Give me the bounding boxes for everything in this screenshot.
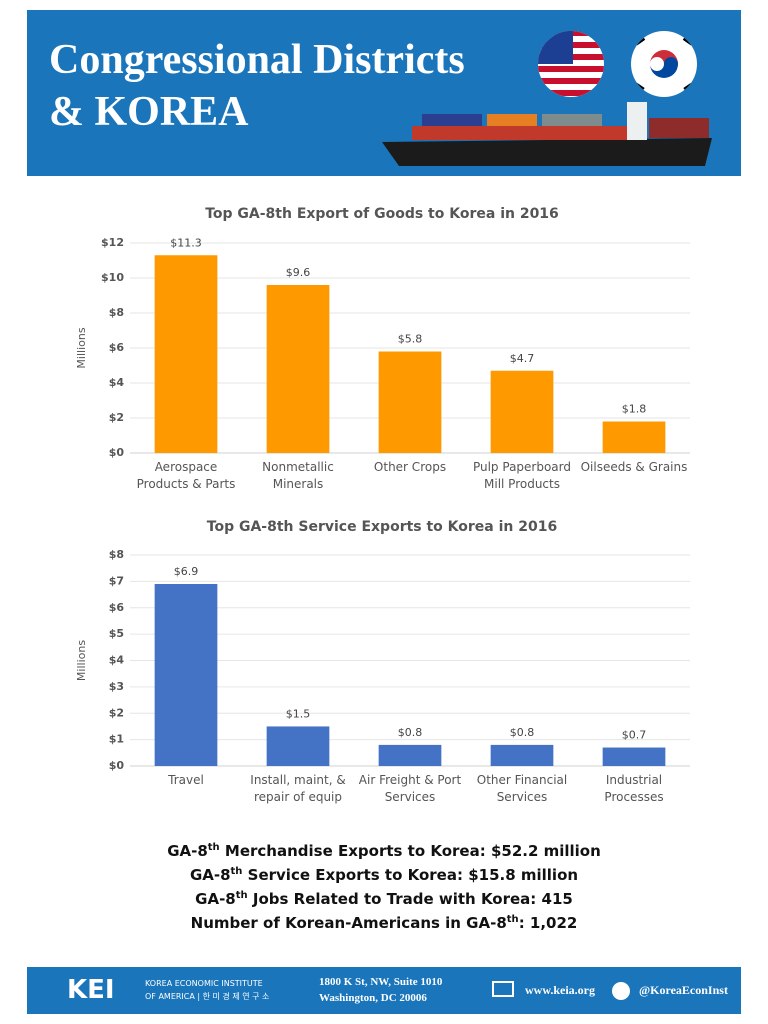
stat-line: Number of Korean-Americans in GA-8th: 1,… — [0, 908, 768, 932]
bar — [266, 726, 330, 766]
value-label: $0.8 — [398, 726, 423, 739]
stat-text: Service Exports to Korea: $15.8 million — [242, 866, 579, 884]
value-label: $11.3 — [170, 236, 202, 249]
x-tick-label: Nonmetallic Minerals — [262, 460, 334, 491]
y-tick-label: $6 — [109, 341, 125, 354]
value-label: $9.6 — [286, 266, 311, 279]
stat-sup: th — [235, 890, 248, 901]
x-tick-label: Air Freight & Port Services — [358, 773, 462, 804]
y-tick-label: $4 — [109, 376, 125, 389]
logo: KEI — [67, 975, 115, 1005]
value-label: $4.7 — [510, 352, 535, 365]
y-tick-label: $4 — [109, 654, 125, 667]
x-tick-label-box: Aerospace Products & Parts — [136, 460, 236, 491]
x-tick-label-box: Oilseeds & Grains — [580, 460, 688, 474]
bar — [490, 370, 554, 453]
x-tick-label-box: Travel — [168, 773, 204, 787]
value-label: $1.5 — [286, 707, 311, 720]
stat-text: : 1,022 — [518, 914, 578, 932]
chart-title: Top GA-8th Export of Goods to Korea in 2… — [205, 206, 559, 222]
y-tick-label: $2 — [109, 411, 124, 424]
stat-prefix: GA-8 — [189, 866, 231, 884]
stat-sup: th — [207, 842, 220, 853]
bar — [602, 421, 666, 453]
website[interactable]: www.keia.org — [525, 983, 595, 997]
charts: Top GA-8th Export of Goods to Korea in 2… — [75, 206, 690, 804]
stats: GA-8th Merchandise Exports to Korea: $52… — [0, 836, 768, 932]
stat-prefix: Number of Korean-Americans in GA-8 — [190, 914, 507, 932]
cargo-ship — [382, 102, 712, 166]
stat-line: GA-8th Merchandise Exports to Korea: $52… — [0, 836, 768, 860]
y-tick-label: $1 — [109, 733, 124, 746]
org-name: KOREA ECONOMIC INSTITUTE — [145, 979, 263, 988]
footer-banner: KEI KOREA ECONOMIC INSTITUTE OF AMERICA … — [27, 967, 741, 1014]
twitter-icon — [612, 982, 630, 1000]
twitter-handle[interactable]: @KoreaEconInst — [639, 983, 728, 997]
bar — [266, 285, 330, 453]
web-icon — [492, 981, 514, 997]
address: Washington, DC 20006 — [319, 992, 427, 1004]
value-label: $0.8 — [510, 726, 535, 739]
stat-sup: th — [230, 866, 243, 877]
y-tick-label: $7 — [109, 574, 124, 587]
x-tick-label-box: Pulp Paperboard Mill Products — [472, 460, 572, 491]
stat-text: Merchandise Exports to Korea: $52.2 mill… — [219, 842, 601, 860]
us-flag — [538, 31, 604, 97]
x-tick-label: Pulp Paperboard Mill Products — [472, 460, 572, 491]
x-tick-label: Oilseeds & Grains — [580, 460, 688, 474]
y-tick-label: $8 — [109, 548, 124, 561]
org-name: OF AMERICA | 한 미 경 제 연 구 소 — [145, 992, 270, 1001]
x-tick-label-box: Install, maint, & repair of equip — [250, 773, 346, 804]
x-tick-label-box: Air Freight & Port Services — [358, 773, 462, 804]
stat-line: GA-8th Jobs Related to Trade with Korea:… — [0, 884, 768, 908]
y-tick-label: $6 — [109, 601, 125, 614]
bar — [490, 744, 554, 766]
stat-prefix: GA-8 — [167, 842, 208, 860]
stat-sup: th — [506, 914, 519, 925]
bar — [154, 584, 218, 766]
x-tick-label-box: Nonmetallic Minerals — [262, 460, 334, 491]
y-tick-label: $10 — [101, 271, 124, 284]
chart-title: Top GA-8th Service Exports to Korea in 2… — [207, 519, 557, 535]
stat-prefix: GA-8 — [195, 890, 236, 908]
y-axis-label: Millions — [75, 327, 88, 368]
header-title: Congressional Districts — [49, 37, 465, 83]
x-tick-label-box: Other Financial Services — [476, 773, 568, 804]
header-banner: Congressional Districts & KOREA — [27, 10, 741, 176]
bar — [378, 351, 442, 453]
x-tick-label: Other Crops — [373, 460, 447, 474]
y-tick-label: $0 — [109, 446, 125, 459]
value-label: $5.8 — [398, 333, 423, 346]
x-tick-label: Industrial Processes — [604, 773, 664, 804]
header-title: & KOREA — [49, 89, 249, 135]
x-tick-label: Install, maint, & repair of equip — [250, 773, 346, 804]
stat-line: GA-8th Service Exports to Korea: $15.8 m… — [0, 860, 768, 884]
y-tick-label: $5 — [109, 627, 124, 640]
address: 1800 K St, NW, Suite 1010 — [319, 976, 443, 988]
y-tick-label: $8 — [109, 306, 124, 319]
stat-text: Jobs Related to Trade with Korea: 415 — [247, 890, 573, 908]
bar — [378, 744, 442, 766]
x-tick-label-box: Industrial Processes — [604, 773, 664, 804]
value-label: $1.8 — [622, 403, 647, 416]
bar — [602, 747, 666, 766]
value-label: $0.7 — [622, 729, 647, 742]
header-art — [382, 31, 712, 166]
korea-flag — [631, 31, 697, 97]
x-tick-label: Aerospace Products & Parts — [136, 460, 236, 491]
value-label: $6.9 — [174, 565, 199, 578]
x-tick-label-box: Other Crops — [373, 460, 447, 474]
y-tick-label: $3 — [109, 680, 124, 693]
y-tick-label: $12 — [101, 236, 124, 249]
y-tick-label: $2 — [109, 706, 124, 719]
x-tick-label: Other Financial Services — [476, 773, 568, 804]
y-axis-label: Millions — [75, 640, 88, 681]
x-tick-label: Travel — [168, 773, 204, 787]
bar — [154, 255, 218, 453]
y-tick-label: $0 — [109, 759, 125, 772]
